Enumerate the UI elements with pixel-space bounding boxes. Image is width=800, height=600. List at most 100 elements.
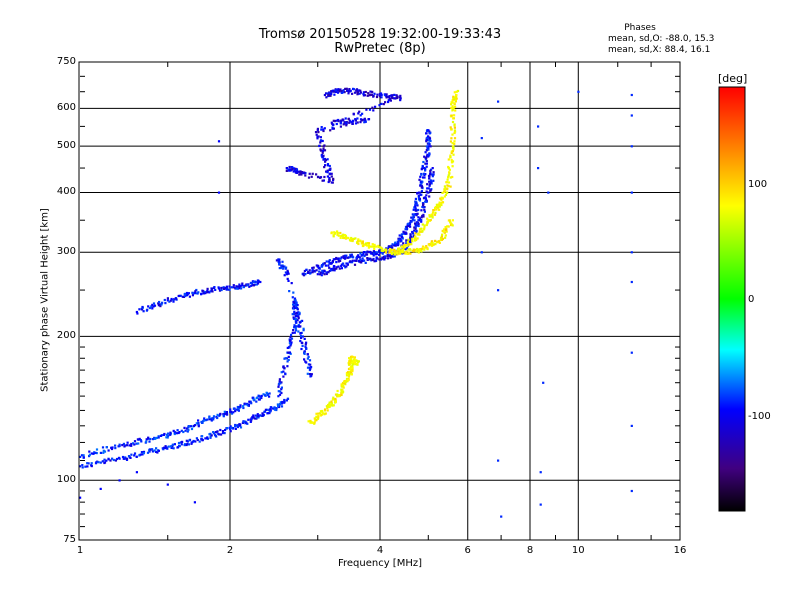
data-point (331, 260, 334, 263)
data-point (280, 405, 284, 408)
data-point (345, 265, 348, 268)
data-point (451, 108, 455, 111)
data-point (424, 167, 427, 170)
data-point (182, 430, 185, 434)
data-point (453, 131, 456, 135)
data-point (420, 186, 423, 189)
data-point (397, 237, 400, 240)
data-point (231, 427, 234, 430)
x-tick-label: 10 (571, 545, 585, 556)
data-point (434, 239, 437, 242)
data-point (346, 263, 349, 266)
data-point (205, 419, 208, 422)
data-point (379, 251, 382, 254)
data-point (365, 251, 368, 254)
data-point (305, 341, 308, 344)
data-point (153, 304, 157, 307)
data-point (328, 401, 331, 404)
data-point (291, 331, 294, 334)
data-point (369, 257, 372, 260)
data-point (408, 224, 411, 227)
data-point (286, 397, 290, 400)
data-point (330, 402, 333, 405)
data-point (451, 107, 454, 110)
data-point (252, 396, 255, 399)
data-point (214, 434, 217, 438)
data-point (296, 169, 299, 172)
data-point (252, 414, 255, 417)
data-point (128, 444, 131, 447)
data-point (375, 257, 378, 260)
data-point (151, 450, 154, 453)
data-point (427, 187, 430, 190)
data-point (326, 171, 329, 174)
data-point (343, 254, 346, 257)
data-point (399, 97, 402, 100)
data-point (328, 269, 331, 272)
data-point (386, 253, 389, 256)
data-point (330, 262, 333, 265)
data-point (196, 438, 199, 442)
data-point (343, 382, 346, 385)
data-point (334, 90, 338, 93)
data-point (219, 412, 222, 415)
data-point (321, 151, 324, 154)
data-point (278, 382, 281, 385)
data-point (339, 125, 342, 128)
data-point (124, 456, 127, 459)
data-point (295, 329, 298, 332)
data-point (79, 465, 82, 468)
data-point (208, 433, 211, 436)
data-point (151, 448, 154, 451)
data-point (435, 203, 438, 206)
colorbar-unit: [deg] (718, 72, 748, 85)
data-point (437, 203, 440, 206)
data-point (409, 236, 412, 239)
data-point (630, 424, 633, 427)
data-point (127, 455, 131, 458)
x-axis-label: Frequency [MHz] (337, 558, 423, 569)
data-point (447, 176, 450, 179)
data-point (366, 257, 369, 260)
data-point (201, 435, 204, 438)
data-point (126, 441, 129, 444)
data-point (363, 254, 366, 258)
data-point (310, 175, 313, 178)
data-point (297, 170, 300, 173)
data-point (371, 258, 374, 261)
data-point (294, 171, 297, 174)
data-point (259, 280, 262, 284)
data-point (449, 221, 452, 224)
data-point (419, 228, 422, 231)
data-point (268, 395, 271, 398)
data-point (147, 305, 150, 308)
data-point (294, 312, 297, 315)
data-point (122, 442, 125, 445)
data-point (318, 273, 322, 276)
data-point (332, 404, 335, 407)
data-point (378, 258, 381, 261)
data-point (451, 160, 455, 163)
data-point (311, 266, 314, 270)
data-point (285, 399, 288, 402)
data-point (431, 175, 434, 178)
data-point (162, 448, 165, 451)
data-point (359, 239, 362, 242)
data-point (417, 219, 420, 222)
data-point (107, 449, 110, 452)
data-point (118, 444, 121, 448)
data-point (399, 94, 402, 97)
data-point (428, 214, 431, 217)
data-point (325, 271, 328, 274)
data-point (121, 444, 124, 447)
data-point (388, 249, 391, 252)
data-point (368, 108, 372, 111)
data-point (338, 267, 341, 270)
data-point (422, 215, 425, 218)
data-point (537, 125, 540, 128)
data-point (166, 483, 169, 486)
data-point (344, 117, 347, 120)
data-point (338, 394, 341, 397)
data-point (367, 118, 370, 121)
data-point (388, 255, 391, 258)
